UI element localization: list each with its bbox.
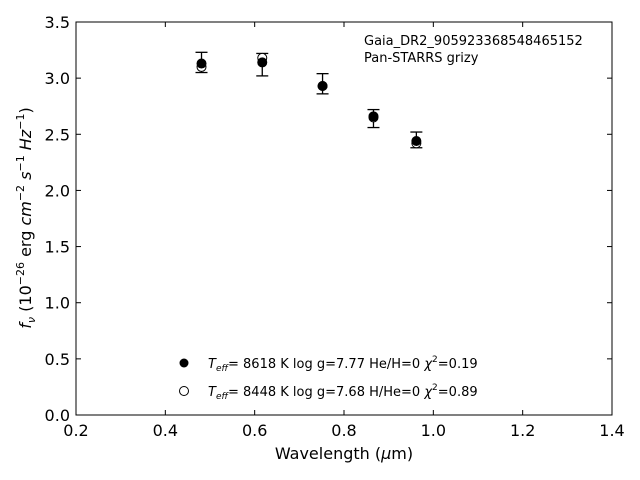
point-model-filled bbox=[317, 81, 328, 92]
y-tick-label: 0.5 bbox=[45, 350, 70, 369]
x-tick-label: 1.4 bbox=[599, 421, 624, 440]
point-model-filled bbox=[196, 58, 207, 69]
y-tick-label: 3.0 bbox=[45, 69, 70, 88]
point-model-filled bbox=[257, 57, 268, 68]
y-tick-label: 1.5 bbox=[45, 238, 70, 257]
legend-marker-filled bbox=[179, 358, 189, 368]
y-tick-label: 2.5 bbox=[45, 125, 70, 144]
x-tick-label: 0.4 bbox=[153, 421, 178, 440]
y-tick-label: 2.0 bbox=[45, 181, 70, 200]
y-axis-ticks: 0.0 0.5 1.0 1.5 2.0 2.5 3.0 3.5 bbox=[45, 13, 612, 425]
x-tick-label: 0.6 bbox=[242, 421, 267, 440]
x-tick-label: 1.2 bbox=[510, 421, 535, 440]
point-model-filled bbox=[368, 111, 379, 122]
legend-entry-2: Teff= 8448 K log g=7.68 H/He=0 χ2=0.89 bbox=[208, 383, 478, 402]
plot-area bbox=[75, 21, 613, 416]
x-tick-label: 1.0 bbox=[421, 421, 446, 440]
point-model-filled bbox=[411, 136, 422, 147]
legend-entry-1: Teff= 8618 K log g=7.77 He/H=0 χ2=0.19 bbox=[208, 355, 478, 374]
y-tick-label: 3.5 bbox=[45, 13, 70, 32]
y-axis-label: fν (10−26 erg cm−2 s−1 Hz−1) bbox=[14, 107, 38, 328]
annotation-line2: Pan-STARRS grizy bbox=[364, 51, 479, 66]
annotation-line1: Gaia_DR2_905923368548465152 bbox=[364, 34, 583, 49]
x-axis-ticks: 0.2 0.4 0.6 0.8 1.0 1.2 1.4 bbox=[63, 22, 625, 440]
y-tick-label: 1.0 bbox=[45, 294, 70, 313]
x-axis-label: Wavelength (μm) bbox=[275, 444, 413, 463]
legend-marker-open bbox=[179, 386, 189, 396]
x-tick-label: 0.2 bbox=[63, 421, 88, 440]
y-tick-label: 0.0 bbox=[45, 406, 70, 425]
x-tick-label: 0.8 bbox=[331, 421, 356, 440]
data-points bbox=[196, 52, 422, 149]
legend: Teff= 8618 K log g=7.77 He/H=0 χ2=0.19 T… bbox=[179, 355, 478, 402]
